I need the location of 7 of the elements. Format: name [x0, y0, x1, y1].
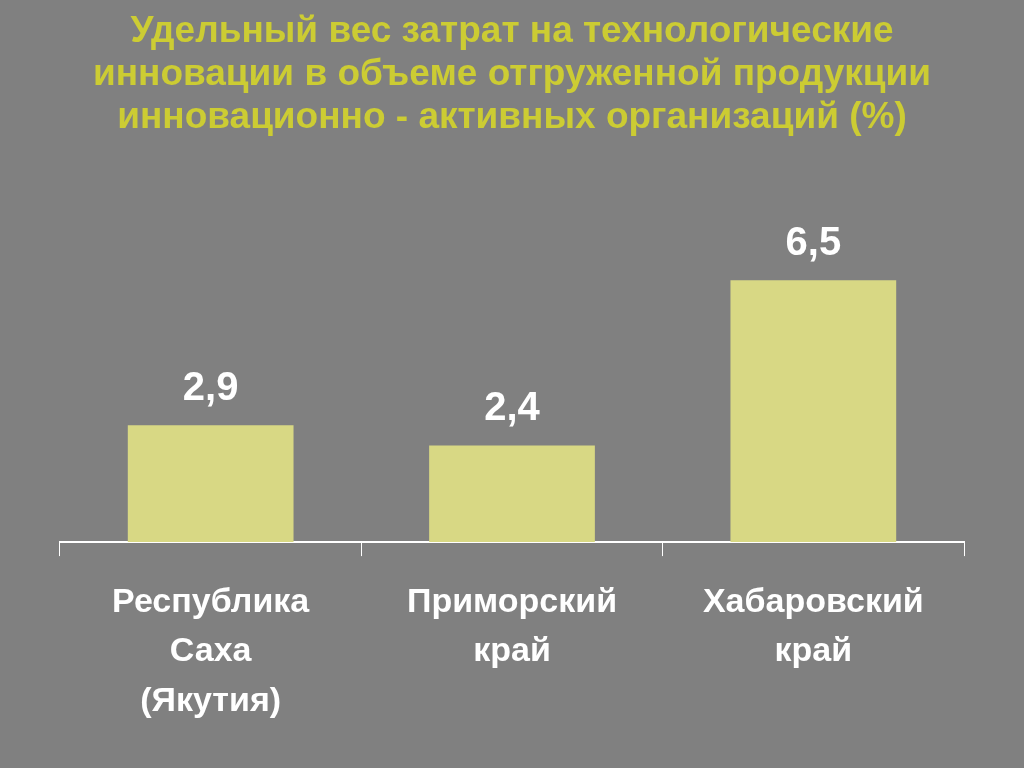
chart-title: Удельный вес затрат на технологические инновации в объеме отгруженной продукции инновационно - активных организаций (%): [92, 8, 932, 138]
data-label: 2,4: [484, 384, 541, 429]
data-label: 2,9: [182, 364, 239, 409]
x-tick-label: Республика Саха (Якутия): [112, 581, 311, 718]
data-label: 6,5: [785, 219, 842, 264]
x-tick-label: Приморский край: [406, 581, 618, 669]
x-tick-label: Хабаровский край: [702, 581, 924, 669]
